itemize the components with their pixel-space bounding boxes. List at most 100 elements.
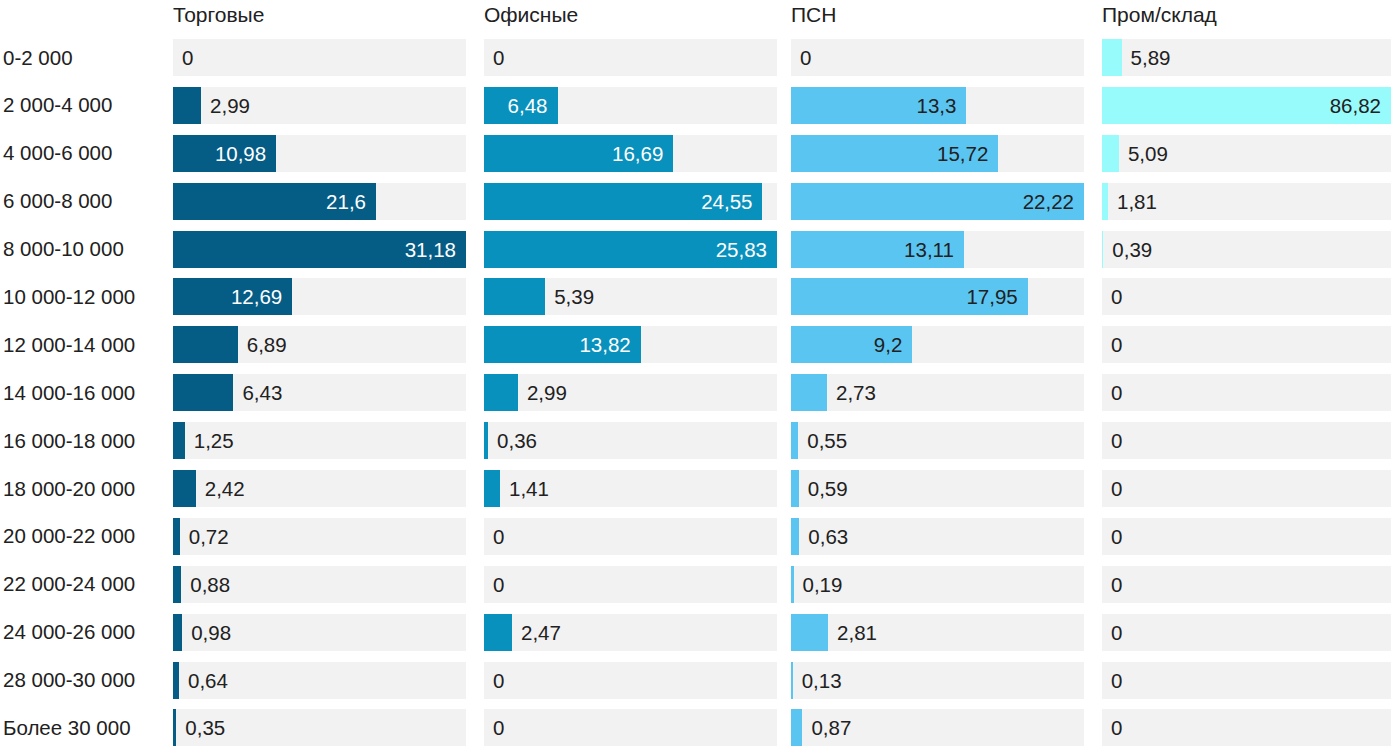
bar-value-label: 0 — [1111, 518, 1122, 555]
bar[interactable] — [1102, 183, 1108, 220]
bar-value-label: 0 — [493, 566, 504, 603]
bar-track: 0 — [484, 709, 777, 746]
bar[interactable] — [173, 422, 185, 459]
bar-track: 1,81 — [1102, 183, 1391, 220]
bar-value-label: 0 — [800, 39, 811, 76]
bar-track: 13,11 — [791, 231, 1084, 268]
bar-track: 0 — [1102, 614, 1391, 651]
bar-track: 0 — [1102, 470, 1391, 507]
column-header-retail: Торговые — [173, 3, 466, 26]
bar-track: 0 — [1102, 709, 1391, 746]
bar[interactable] — [1102, 231, 1103, 268]
bar[interactable] — [484, 278, 545, 315]
bar-value-label: 0 — [493, 518, 504, 555]
bar[interactable] — [791, 422, 798, 459]
bar-track: 0,19 — [791, 566, 1084, 603]
bar[interactable] — [1102, 39, 1122, 76]
chart-row: 22 000-24 0000,8800,190 — [0, 566, 1400, 603]
bar-value-label: 16,69 — [612, 135, 663, 172]
bar[interactable] — [484, 422, 488, 459]
row-label: Более 30 000 — [0, 709, 173, 746]
row-label: 6 000-8 000 — [0, 183, 173, 220]
bar-track: 0,72 — [173, 518, 466, 555]
bar-track: 31,18 — [173, 231, 466, 268]
bar-value-label: 0,59 — [808, 470, 848, 507]
bar[interactable] — [791, 374, 827, 411]
bar-value-label: 13,11 — [904, 231, 954, 268]
bar[interactable] — [173, 518, 180, 555]
column-header-psn: ПСН — [791, 3, 1084, 26]
bar-value-label: 0 — [1111, 278, 1122, 315]
bar-track: 2,47 — [484, 614, 777, 651]
bar[interactable] — [791, 518, 799, 555]
bar-track: 0 — [1102, 566, 1391, 603]
bar-value-label: 0,39 — [1112, 231, 1152, 268]
bar[interactable] — [791, 662, 793, 699]
bar-track: 25,83 — [484, 231, 777, 268]
bar-value-label: 1,41 — [509, 470, 549, 507]
chart-row: 16 000-18 0001,250,360,550 — [0, 422, 1400, 459]
row-label: 16 000-18 000 — [0, 422, 173, 459]
bar[interactable] — [791, 470, 799, 507]
bar-value-label: 24,55 — [701, 183, 752, 220]
column-headers: Торговые Офисные ПСН Пром/склад — [0, 3, 1400, 26]
bar[interactable] — [1102, 135, 1119, 172]
bar-track: 0 — [484, 662, 777, 699]
chart-row: Более 30 0000,3500,870 — [0, 709, 1400, 746]
chart-row: 0-2 0000005,89 — [0, 39, 1400, 76]
bar-track: 1,41 — [484, 470, 777, 507]
bar-track: 0 — [1102, 662, 1391, 699]
bar-track: 2,42 — [173, 470, 466, 507]
bar-track: 0 — [484, 39, 777, 76]
bar-track: 2,99 — [484, 374, 777, 411]
bar-value-label: 0,88 — [190, 566, 230, 603]
bar-track: 0,88 — [173, 566, 466, 603]
header-spacer — [0, 3, 173, 26]
chart-row: 28 000-30 0000,6400,130 — [0, 662, 1400, 699]
bar[interactable] — [173, 87, 201, 124]
bar-track: 0 — [1102, 374, 1391, 411]
bar-value-label: 15,72 — [937, 135, 988, 172]
bar-value-label: 0 — [1111, 614, 1122, 651]
bar[interactable] — [484, 470, 500, 507]
bar[interactable] — [173, 326, 238, 363]
bar-value-label: 0,63 — [808, 518, 848, 555]
column-header-office: Офисные — [484, 3, 777, 26]
bar[interactable] — [173, 470, 196, 507]
price-distribution-chart: Торговые Офисные ПСН Пром/склад 0-2 0000… — [0, 0, 1400, 750]
row-label: 4 000-6 000 — [0, 135, 173, 172]
bar-track: 17,95 — [791, 278, 1084, 315]
bar-value-label: 6,48 — [508, 87, 548, 124]
bar-track: 9,2 — [791, 326, 1084, 363]
bar-track: 0 — [1102, 518, 1391, 555]
bar-track: 0,39 — [1102, 231, 1391, 268]
bar-track: 0,55 — [791, 422, 1084, 459]
bar-track: 21,6 — [173, 183, 466, 220]
row-label: 12 000-14 000 — [0, 326, 173, 363]
bar[interactable] — [173, 566, 181, 603]
bar-value-label: 0,13 — [802, 662, 842, 699]
bar[interactable] — [791, 566, 794, 603]
row-label: 20 000-22 000 — [0, 518, 173, 555]
bar[interactable] — [791, 709, 802, 746]
bar-track: 24,55 — [484, 183, 777, 220]
bar-track: 0 — [173, 39, 466, 76]
bar[interactable] — [173, 614, 182, 651]
bar[interactable] — [791, 614, 828, 651]
bar-track: 0 — [1102, 422, 1391, 459]
column-header-industrial: Пром/склад — [1102, 3, 1391, 26]
bar-track: 16,69 — [484, 135, 777, 172]
bar[interactable] — [484, 374, 518, 411]
bar-value-label: 5,89 — [1131, 39, 1171, 76]
bar-value-label: 6,43 — [242, 374, 282, 411]
bar-track: 12,69 — [173, 278, 466, 315]
bar-track: 5,39 — [484, 278, 777, 315]
bar-track: 0 — [1102, 278, 1391, 315]
bar[interactable] — [173, 374, 233, 411]
bar[interactable] — [173, 662, 179, 699]
bar[interactable] — [173, 709, 176, 746]
bar-value-label: 1,25 — [194, 422, 234, 459]
bar[interactable] — [484, 614, 512, 651]
bar-value-label: 0 — [493, 662, 504, 699]
row-label: 24 000-26 000 — [0, 614, 173, 651]
